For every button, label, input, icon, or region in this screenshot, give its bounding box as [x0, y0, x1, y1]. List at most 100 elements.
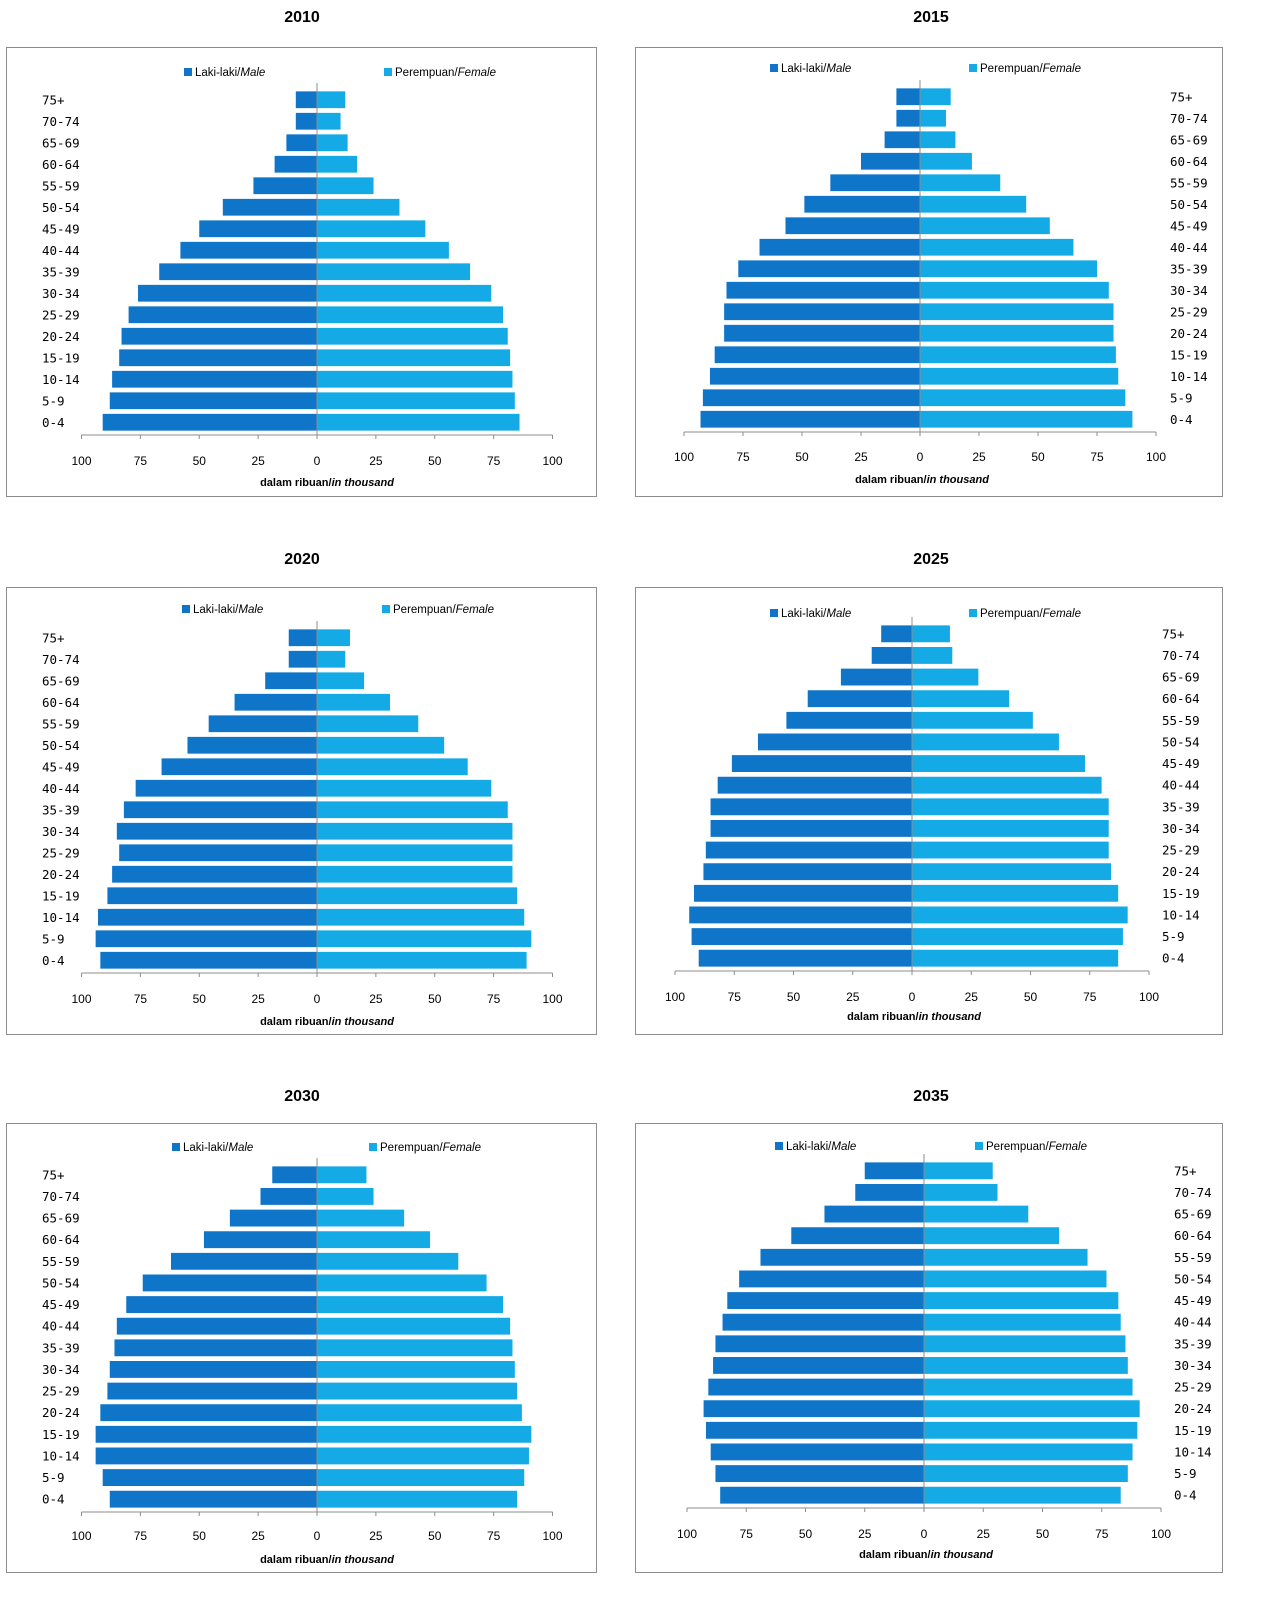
x-axis-label-italic: in thousand	[332, 477, 395, 489]
age-group-label: 55-59	[42, 178, 80, 193]
x-tick-label: 100	[71, 992, 91, 1006]
x-tick-label: 0	[917, 450, 924, 464]
bar-male	[135, 779, 317, 797]
legend-female-label: Perempuan/Female	[395, 67, 496, 79]
pyramid-chart-svg: Laki-laki/Male Perempuan/Female 0-4 5-9 10-1…	[42, 1142, 563, 1566]
x-tick-label: 100	[542, 1529, 562, 1543]
bar-female	[317, 801, 508, 819]
bar-male	[703, 863, 912, 881]
bar-female	[920, 131, 956, 149]
bar-female	[317, 1274, 487, 1292]
bar-male	[884, 131, 920, 149]
bar-female	[317, 629, 350, 647]
bar-female	[920, 217, 1050, 235]
bar-female	[912, 798, 1109, 816]
bar-male	[807, 690, 912, 708]
bar-male	[295, 112, 317, 130]
age-group-label: 55-59	[1174, 1250, 1212, 1265]
x-tick-label: 25	[972, 450, 986, 464]
bar-female	[317, 715, 419, 733]
x-tick-label: 50	[799, 1527, 813, 1541]
x-tick-label: 75	[487, 1529, 501, 1543]
age-group-label: 30-34	[1174, 1358, 1212, 1373]
bar-male	[760, 1248, 924, 1266]
legend: Laki-laki/Male Perempuan/Female	[184, 67, 496, 79]
pyramid-chart-svg: Laki-laki/Male Perempuan/Female 0-4 5-9 10-1…	[674, 63, 1208, 486]
age-group-label: 75+	[1174, 1163, 1197, 1178]
bar-female	[317, 263, 471, 281]
bar-male	[100, 1404, 317, 1422]
bar-female	[924, 1465, 1128, 1482]
age-group-label: 30-34	[42, 824, 80, 839]
x-axis-label: dalam ribuan/in thousand	[260, 1016, 394, 1028]
age-group-label: 70-74	[1162, 648, 1200, 663]
bar-female	[912, 647, 953, 664]
chart-title: 2010	[284, 9, 320, 26]
age-group-label: 15-19	[1174, 1423, 1212, 1438]
bar-male	[288, 629, 317, 647]
bar-male	[142, 1274, 317, 1292]
bar-male	[710, 1443, 924, 1461]
x-tick-label: 25	[251, 992, 265, 1006]
bar-female	[317, 930, 532, 948]
bar-female	[924, 1400, 1140, 1418]
bar-female	[920, 174, 1001, 192]
x-tick-label: 25	[858, 1527, 872, 1541]
bar-female	[317, 155, 358, 173]
x-tick-label: 50	[1024, 990, 1038, 1004]
chart-title: 2030	[284, 1088, 320, 1105]
x-tick-label: 100	[542, 992, 562, 1006]
bar-female	[317, 112, 341, 130]
legend-male-italic: Male	[240, 67, 265, 79]
pyramid-panel: Laki-laki/Male Perempuan/Female 0-4 5-9 10-1…	[635, 1123, 1223, 1573]
x-axis-label: dalam ribuan/in thousand	[859, 1549, 993, 1561]
x-tick-label: 75	[134, 992, 148, 1006]
age-group-label: 50-54	[42, 1275, 80, 1290]
bar-female	[317, 908, 525, 926]
legend-male-swatch	[184, 68, 192, 76]
bar-male	[102, 413, 317, 431]
age-group-label: 50-54	[1162, 734, 1200, 749]
bar-male	[715, 1465, 924, 1482]
bar-female	[317, 177, 374, 195]
bar-male	[95, 1447, 317, 1465]
bar-male	[109, 1490, 317, 1508]
pyramid-panel: Laki-laki/Male Perempuan/Female 0-4 5-9 10-1…	[635, 587, 1223, 1035]
bar-male	[180, 241, 317, 259]
legend: Laki-laki/Male Perempuan/Female	[172, 1142, 481, 1154]
bar-female	[317, 1296, 504, 1313]
bar-female	[912, 690, 1010, 708]
age-group-label: 60-64	[1170, 154, 1208, 169]
bar-female	[317, 91, 346, 109]
bar-female	[317, 1447, 529, 1465]
x-tick-label: 75	[487, 992, 501, 1006]
bar-female	[924, 1378, 1133, 1396]
bar-female	[912, 711, 1033, 729]
age-group-label: 70-74	[42, 1189, 80, 1204]
bar-female	[912, 755, 1086, 772]
bar-female	[924, 1443, 1133, 1461]
bar-male	[759, 238, 920, 256]
legend: Laki-laki/Male Perempuan/Female	[770, 63, 1081, 75]
age-group-label: 45-49	[42, 1297, 80, 1312]
bar-male	[724, 324, 920, 342]
legend-male-label: Laki-laki/Male	[781, 608, 851, 620]
legend-male-label: Laki-laki/Male	[193, 604, 263, 616]
age-group-label: 5-9	[1162, 929, 1185, 944]
age-group-label: 15-19	[1170, 347, 1208, 362]
bar-male	[731, 755, 912, 772]
bar-male	[691, 928, 912, 945]
age-group-label: 65-69	[42, 135, 80, 150]
age-group-label: 0-4	[1174, 1488, 1197, 1503]
bar-female	[317, 198, 400, 216]
bar-female	[920, 389, 1126, 407]
age-group-label: 0-4	[42, 415, 65, 430]
bar-male	[123, 801, 317, 819]
x-axis-label-italic: in thousand	[332, 1016, 395, 1028]
x-axis-label-italic: in thousand	[332, 1554, 395, 1566]
bar-male	[107, 887, 317, 905]
x-tick-label: 50	[428, 992, 442, 1006]
age-group-label: 35-39	[42, 1340, 80, 1355]
x-tick-label: 25	[251, 1529, 265, 1543]
bar-male	[260, 1188, 317, 1205]
